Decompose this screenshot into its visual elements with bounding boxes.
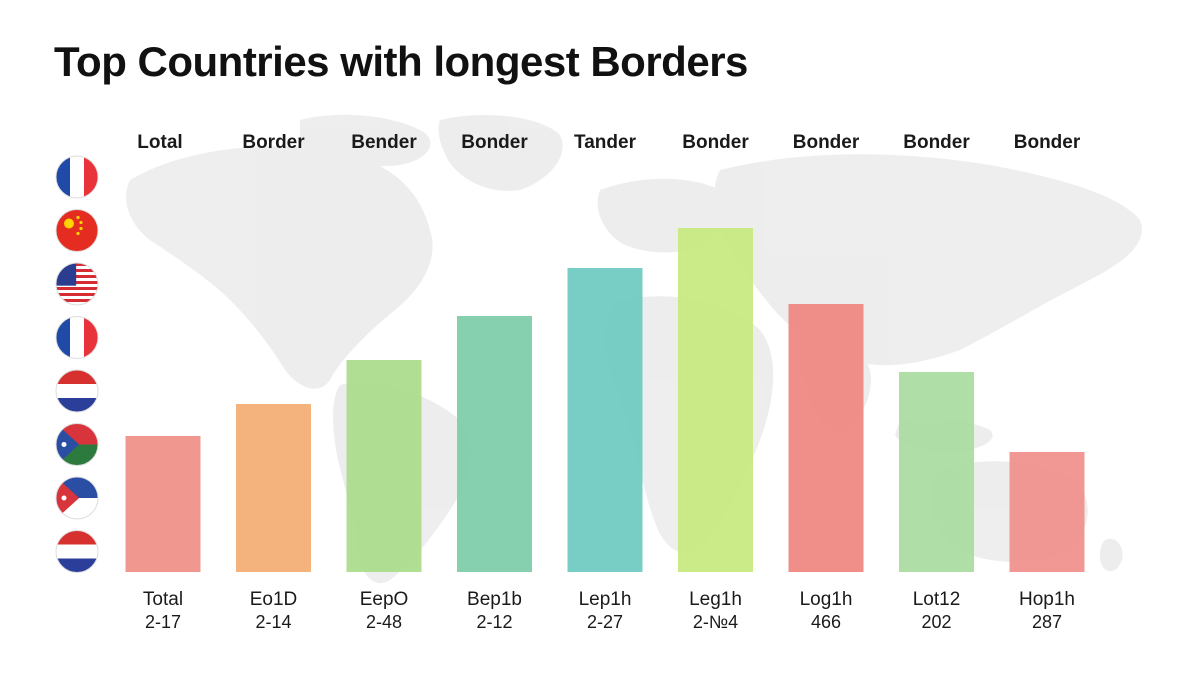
column-header: Bonder: [1014, 132, 1081, 153]
value-label: 2-48: [366, 612, 402, 632]
bar-6: [678, 228, 753, 572]
category-label: Bep1b: [467, 589, 522, 610]
category-label: Total: [143, 589, 183, 610]
bar-7: [788, 304, 864, 572]
category-label: Lep1h: [579, 589, 632, 610]
value-label: 202: [921, 612, 951, 632]
value-label: 2-№4: [693, 612, 738, 632]
bar-8: [899, 372, 974, 572]
value-label: 2-27: [587, 612, 623, 632]
column-header: Bonder: [903, 132, 970, 153]
column-header: Border: [242, 132, 305, 153]
chart-title: Top Countries with longest Borders: [54, 38, 748, 85]
paraguay-flag-icon: [55, 369, 99, 413]
bar-2: [236, 404, 311, 572]
bar-9: [1009, 452, 1085, 572]
category-label: Eo1D: [250, 589, 298, 610]
column-header: Bonder: [682, 132, 749, 153]
bar-1: [125, 436, 201, 572]
bar-5: [567, 268, 643, 572]
netherlands-flag-icon: [55, 530, 99, 573]
column-header: Bender: [351, 132, 417, 153]
category-label: Hop1h: [1019, 589, 1075, 610]
category-label: Lot12: [913, 589, 961, 610]
value-label: 287: [1032, 612, 1062, 632]
bar-4: [457, 316, 532, 572]
usa-flag-icon: [55, 262, 99, 306]
value-label: 466: [811, 612, 841, 632]
column-header: Tander: [574, 132, 637, 153]
puerto-rico-flag-icon: [55, 423, 99, 466]
france-flag-icon: [55, 155, 99, 199]
value-label: 2-17: [145, 612, 181, 632]
column-header: Bonder: [461, 132, 528, 153]
value-label: 2-14: [255, 612, 291, 632]
category-label: Leg1h: [689, 589, 742, 610]
value-label: 2-12: [476, 612, 512, 632]
category-label: EepO: [360, 589, 409, 610]
bar-3: [346, 360, 422, 572]
column-header: Bonder: [793, 132, 860, 153]
puerto-rico-flag-icon: [55, 476, 99, 520]
france-flag-icon: [55, 316, 99, 359]
column-header: Lotal: [137, 132, 182, 153]
category-label: Log1h: [800, 589, 853, 610]
china-flag-icon: [55, 209, 99, 252]
